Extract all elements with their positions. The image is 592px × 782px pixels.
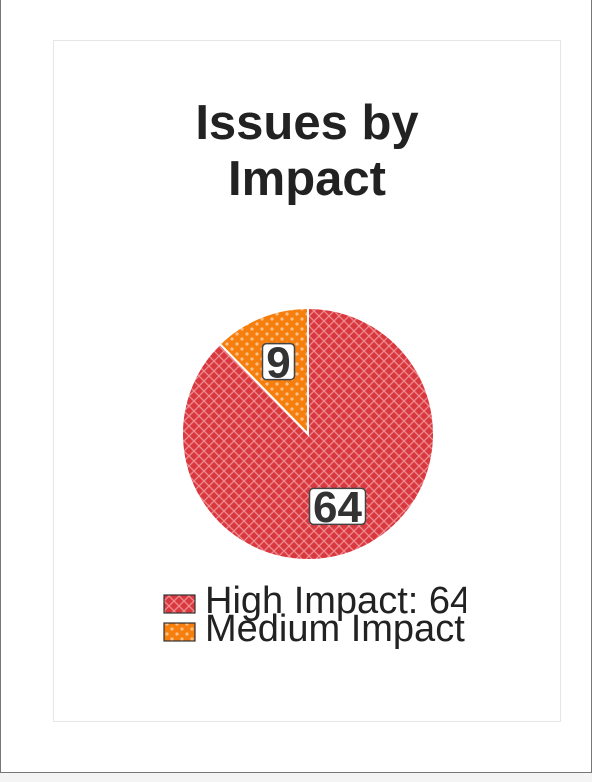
svg-text:9: 9 [266, 339, 290, 388]
data-label-medium-impact: 9 [262, 339, 294, 388]
chart-card: Issues by Impact 64 9 High Impac [53, 40, 561, 722]
svg-text:64: 64 [313, 483, 362, 532]
legend-swatch-high-impact [164, 595, 195, 613]
legend-label-medium-impact: Medium Impact: 9 [205, 608, 507, 650]
data-label-high-impact: 64 [310, 483, 366, 532]
legend-swatch-medium-impact [164, 623, 195, 641]
